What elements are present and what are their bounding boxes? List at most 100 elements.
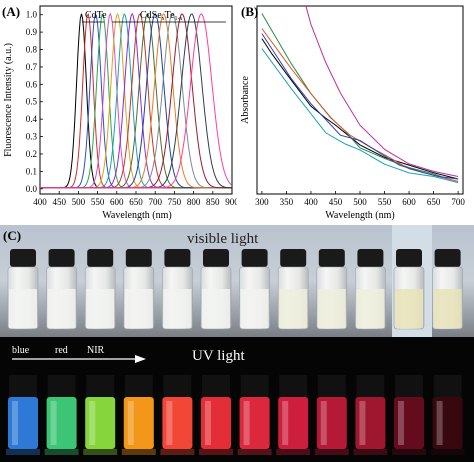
absorbance-curves [261,6,459,184]
vial-cap-uv [163,375,192,397]
x-axis-label-a: Wavelength (nm) [102,210,171,221]
y-tick-label: 0.8 [26,45,38,55]
x-tick-label: 300 [255,197,269,207]
vial-solution [279,289,308,328]
x-tick-label: 450 [52,197,66,207]
vial-cap-uv [395,375,423,397]
arrow-label-blue: blue [12,345,30,356]
vial-reflection [353,449,388,455]
vial-cap-uv [47,375,76,397]
y-tick-label: 0.1 [26,166,37,176]
vial-cap [87,249,114,267]
vial-reflection [237,449,272,455]
vial-cap [241,249,268,267]
y-tick-label: 0.6 [26,79,38,89]
vial-glow [278,397,309,449]
vial-cap [48,249,75,267]
vial-cap [434,249,461,267]
x-tick-label: 600 [110,197,124,207]
emission-curves [40,12,232,189]
panel-label-a: (A) [2,4,20,19]
vial-solution [433,289,462,328]
y-tick-label: 0.2 [26,149,37,159]
vial-glow [85,397,116,449]
x-tick-label: 400 [33,197,47,207]
vial-reflection [276,449,311,455]
vial-highlight [89,401,96,445]
y-axis-label-a: Fluorescence Intensity (a.u.) [3,43,14,157]
vial-reflection [314,449,349,455]
vial-highlight [282,401,289,445]
vial-glow [123,397,154,449]
x-tick-label: 350 [280,197,294,207]
vial-cap [125,249,152,267]
x-tick-label: 800 [187,197,201,207]
vial-highlight [166,401,173,445]
vial-cap-uv [279,375,308,397]
x-tick-label: 600 [402,197,416,207]
visible-light-label: visible light [187,231,259,247]
vial-glow [432,397,463,449]
axes-ticks-a: 400 450 500 550 600 650 700 750 800 850 900 0.0 0.1 0… [26,10,237,207]
y-tick-label: 1.0 [26,10,38,20]
vial-cap [357,249,384,267]
x-tick-label: 500 [353,197,367,207]
x-tick-label: 900 [225,197,237,207]
vial-reflection [44,449,79,455]
fluorescence-chart: (A) 400 450 500 550 600 650 700 750 800 850 900 0.0… [2,4,237,221]
vial-glow [316,397,347,449]
vial-cap [396,249,422,267]
x-axis-label-b: Wavelength (nm) [325,210,394,221]
vial-reflection [121,449,156,455]
y-tick-label: 0.4 [26,114,38,124]
vial-cap-uv [202,375,230,397]
vial-reflection [6,449,40,455]
vial-cap [318,249,345,267]
x-tick-label: 550 [91,197,105,207]
panel-label-b: (B) [241,4,258,19]
cdte-label: CdTe [85,10,107,21]
vial-cap [10,249,36,267]
x-tick-label: 700 [148,197,162,207]
x-tick-label: 700 [451,197,465,207]
absorbance-series-line [261,33,459,180]
vial-cap-uv [240,375,269,397]
vial-solution [395,289,423,328]
vial-glow [8,397,38,449]
vial-highlight [320,401,327,445]
vial-solution [202,289,230,328]
vial-highlight [205,401,211,445]
vial-glow [394,397,424,449]
x-tick-label: 850 [206,197,220,207]
plot-area-b [256,5,464,195]
vial-reflection [430,449,465,455]
vial-cap-uv [433,375,462,397]
emission-series-line [40,13,232,189]
y-tick-label: 0.7 [26,62,38,72]
vial-highlight [398,401,404,445]
x-tick-label: 500 [72,197,86,207]
panel-label-c: (C) [3,228,21,243]
axes-ticks-b: 300 350 400 450 500 550 600 650 700 [255,191,465,207]
absorbance-series-line [305,6,459,177]
vial-solution [47,289,76,328]
vial-highlight [243,401,250,445]
vial-cap-uv [317,375,346,397]
vial-cap [203,249,229,267]
vial-solution [86,289,115,328]
y-axis-label-b: Absorbance [240,76,251,124]
absorbance-series-line [261,13,459,182]
x-tick-label: 550 [378,197,392,207]
vial-highlight [359,401,366,445]
x-tick-label: 650 [427,197,441,207]
spectrum-arrowhead [135,355,146,363]
vial-solution [317,289,346,328]
vial-glow [201,397,231,449]
absorbance-series-line [261,48,459,184]
uv-light-label: UV light [192,348,245,364]
arrow-label-nir: NIR [87,345,105,356]
vial-reflection [160,449,195,455]
y-tick-label: 0.5 [26,97,38,107]
vial-highlight [436,401,443,445]
vial-solution [240,289,269,328]
